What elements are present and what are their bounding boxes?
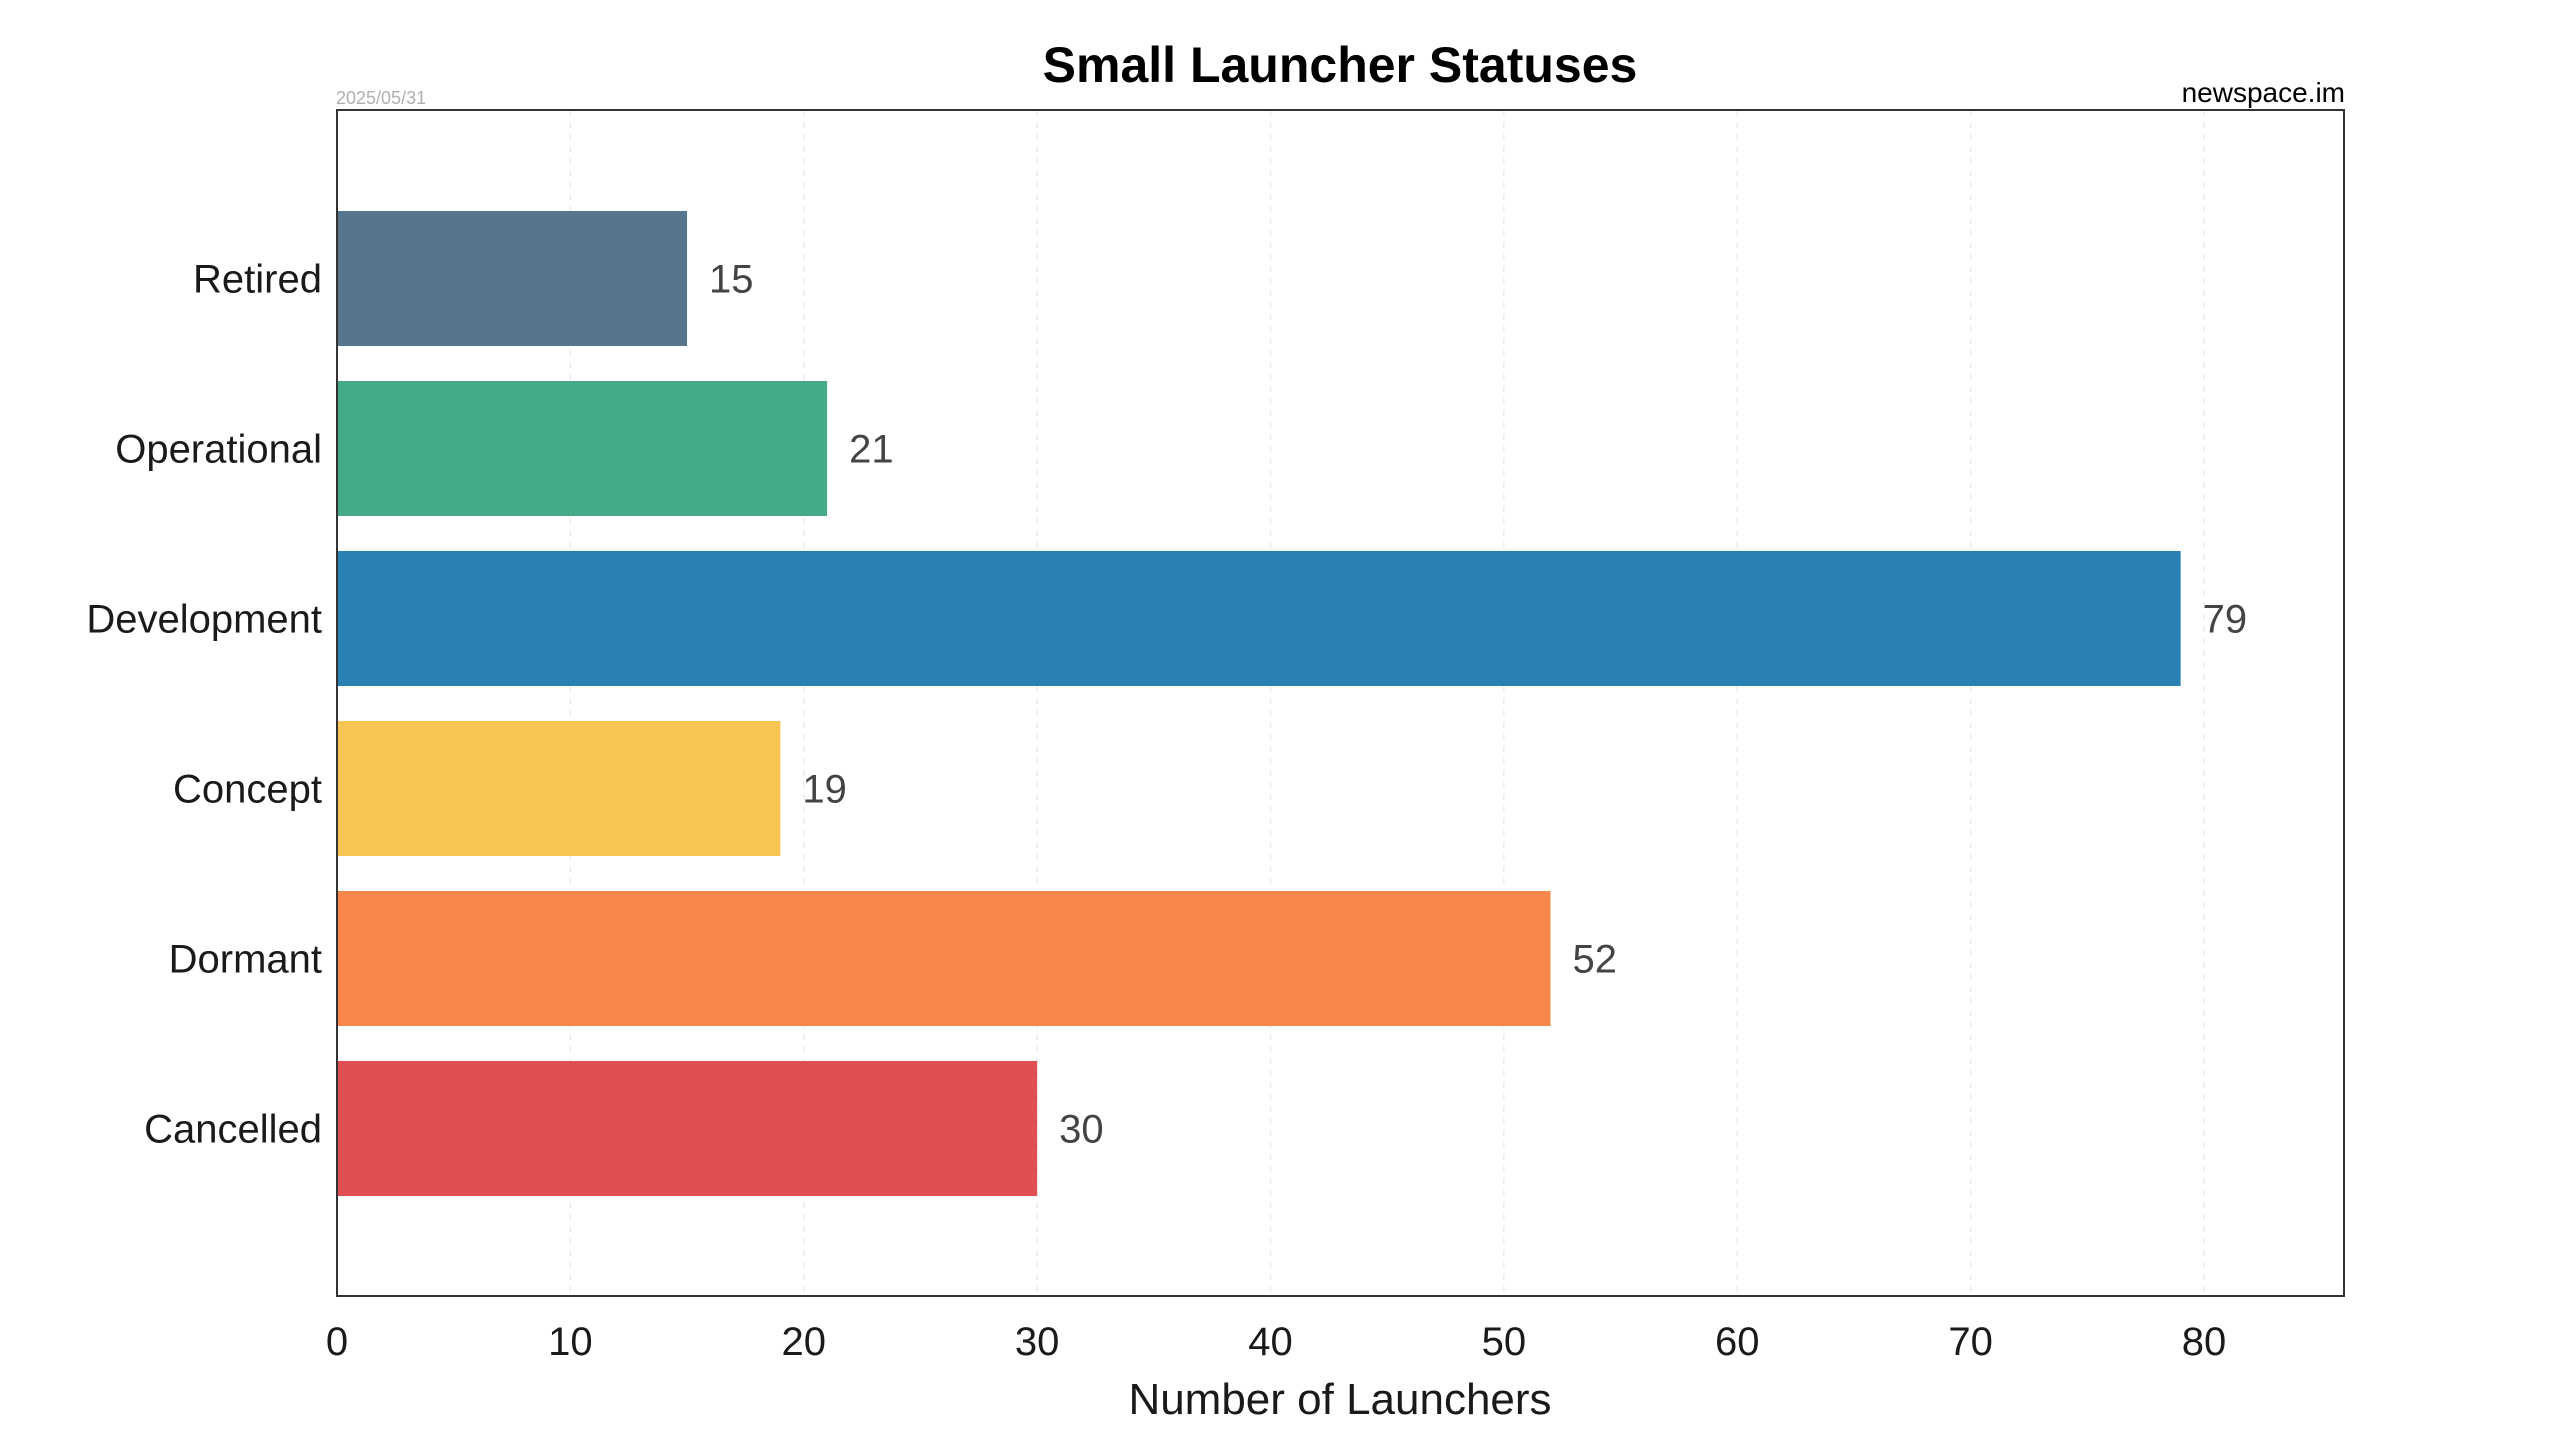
bar-development — [337, 551, 2181, 686]
category-label-development: Development — [86, 598, 322, 642]
bar-retired — [337, 211, 688, 346]
grid-layer — [569, 110, 2205, 1296]
x-tick-label: 50 — [1482, 1320, 1527, 1364]
x-tick-label: 40 — [1248, 1320, 1293, 1364]
bar-cancelled — [337, 1061, 1038, 1196]
bar-operational — [337, 381, 828, 516]
plot-frame — [336, 109, 2345, 1297]
category-label-cancelled: Cancelled — [144, 1108, 322, 1152]
x-tick-label: 80 — [2182, 1320, 2227, 1364]
chart-source: newspace.im — [2182, 77, 2345, 108]
bar-layer — [337, 211, 2181, 1196]
category-label-dormant: Dormant — [169, 938, 322, 982]
bar-concept — [337, 721, 781, 856]
x-tick-label: 20 — [781, 1320, 826, 1364]
category-label-concept: Concept — [173, 768, 322, 812]
category-label-operational: Operational — [115, 428, 322, 472]
x-tick-label: 70 — [1948, 1320, 1993, 1364]
label-layer: Retired 15 Operational 21 Development 79 Conce… — [86, 258, 2247, 1152]
chart-title: Small Launcher Statuses — [1043, 37, 1638, 93]
x-tick-label: 60 — [1715, 1320, 1760, 1364]
value-label-cancelled: 30 — [1059, 1108, 1104, 1152]
x-tick-label: 0 — [326, 1320, 348, 1364]
value-label-dormant: 52 — [1573, 938, 1618, 982]
bar-dormant — [337, 891, 1551, 1026]
x-tick-label: 30 — [1015, 1320, 1060, 1364]
tick-layer: 0 10 20 30 40 50 60 70 80 — [326, 1320, 2226, 1364]
x-tick-label: 10 — [548, 1320, 593, 1364]
x-axis-title: Number of Launchers — [1128, 1375, 1551, 1424]
value-label-retired: 15 — [709, 258, 754, 302]
value-label-operational: 21 — [849, 428, 894, 472]
category-label-retired: Retired — [193, 258, 322, 302]
value-label-development: 79 — [2203, 598, 2248, 642]
chart-date: 2025/05/31 — [336, 88, 426, 108]
value-label-concept: 19 — [802, 768, 847, 812]
